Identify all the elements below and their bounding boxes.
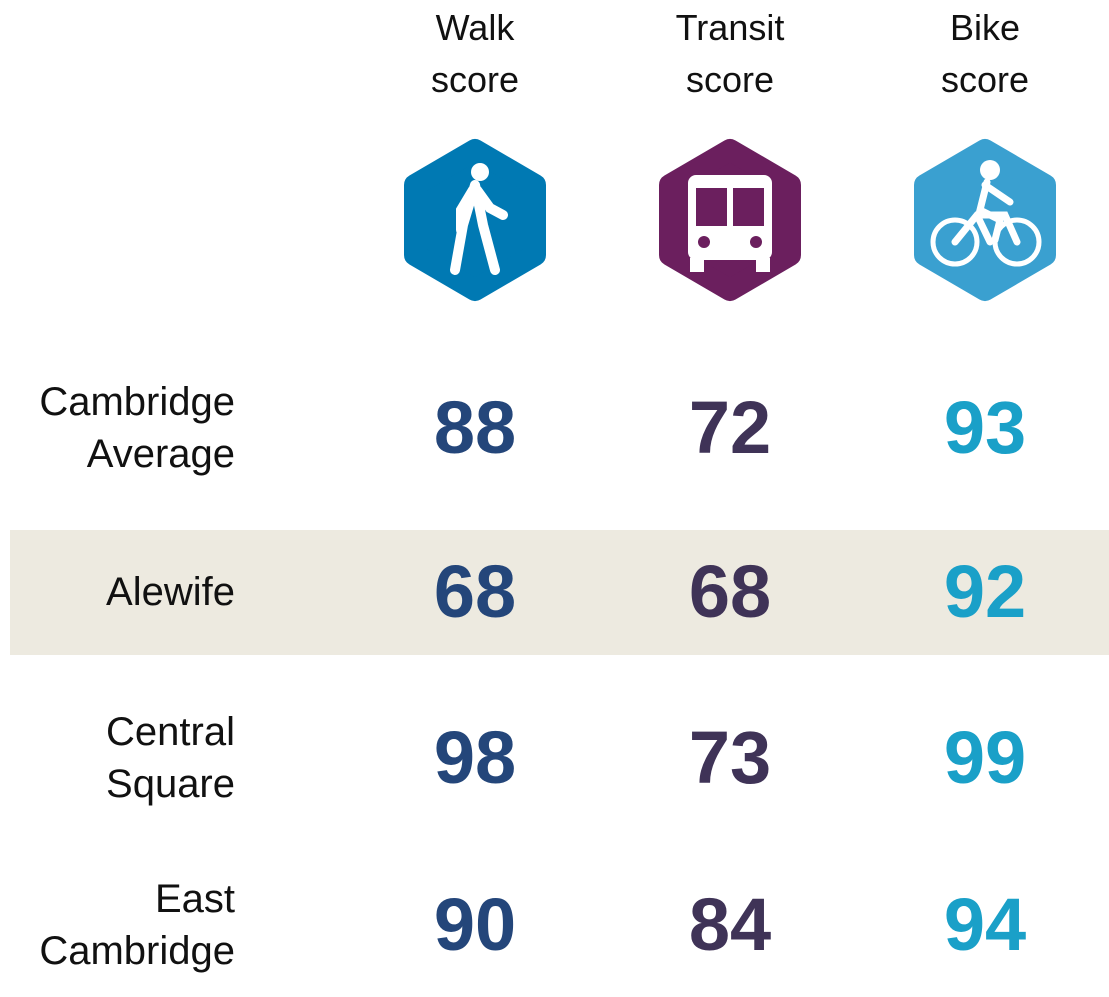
column-header: Walk score (430, 7, 520, 100)
icons (404, 139, 1056, 301)
score: 68 (433, 550, 517, 633)
transit-icon (659, 139, 801, 301)
row-label: Alewife (106, 570, 235, 614)
score: 88 (433, 386, 517, 469)
walk-icon (404, 139, 546, 301)
score: 84 (688, 883, 772, 966)
score: 98 (433, 716, 517, 799)
score: 72 (688, 386, 772, 469)
row-label: Cambridge Average (39, 380, 235, 476)
column-header: Transit score (675, 7, 785, 100)
score: 73 (688, 716, 772, 799)
score: 68 (688, 550, 772, 633)
score: 92 (943, 550, 1027, 633)
bike-icon (914, 139, 1056, 301)
score: 90 (433, 883, 517, 966)
score: 99 (943, 716, 1027, 799)
score: 94 (943, 883, 1027, 966)
column-header: Bike score (940, 7, 1030, 100)
score: 93 (943, 386, 1027, 469)
row-label: Central Square (106, 710, 235, 806)
row-label: East Cambridge (39, 877, 235, 973)
row-highlight (10, 530, 1109, 655)
